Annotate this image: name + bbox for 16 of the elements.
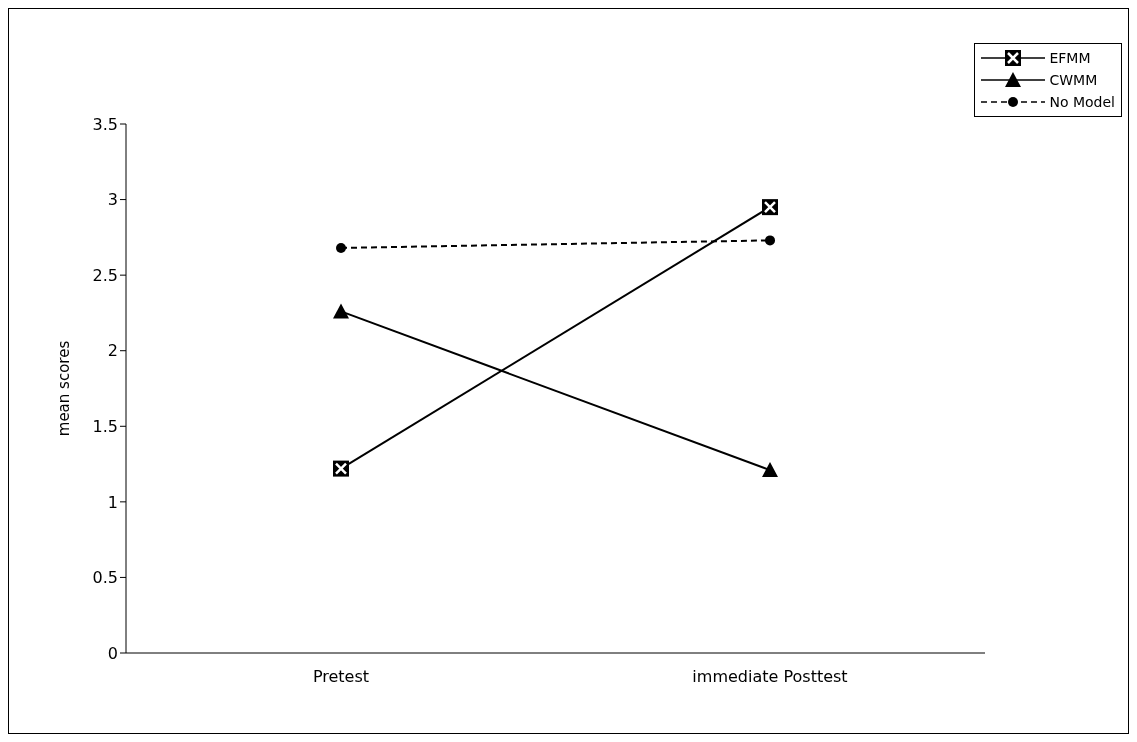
legend-label: EFMM (1049, 50, 1091, 66)
legend-label: CWMM (1049, 72, 1098, 88)
y-tick-label: 3 (107, 190, 118, 210)
point (765, 235, 775, 246)
y-tick-label: 2 (107, 341, 118, 361)
y-tick-label: 0 (107, 643, 118, 663)
x-tick-label: Pretest (312, 667, 370, 687)
point (336, 242, 346, 253)
y-tick-label: 2.5 (92, 265, 118, 285)
y-axis-title: mean scores (55, 340, 74, 437)
y-tick-label: 3.5 (92, 114, 118, 134)
y-tick-label: 1 (107, 492, 118, 512)
x-tick-label: immediate Posttest (692, 667, 848, 687)
y-tick-label: 1.5 (92, 416, 118, 436)
legend-label: No Model (1049, 94, 1115, 110)
y-tick-label: 0.5 (92, 568, 118, 588)
